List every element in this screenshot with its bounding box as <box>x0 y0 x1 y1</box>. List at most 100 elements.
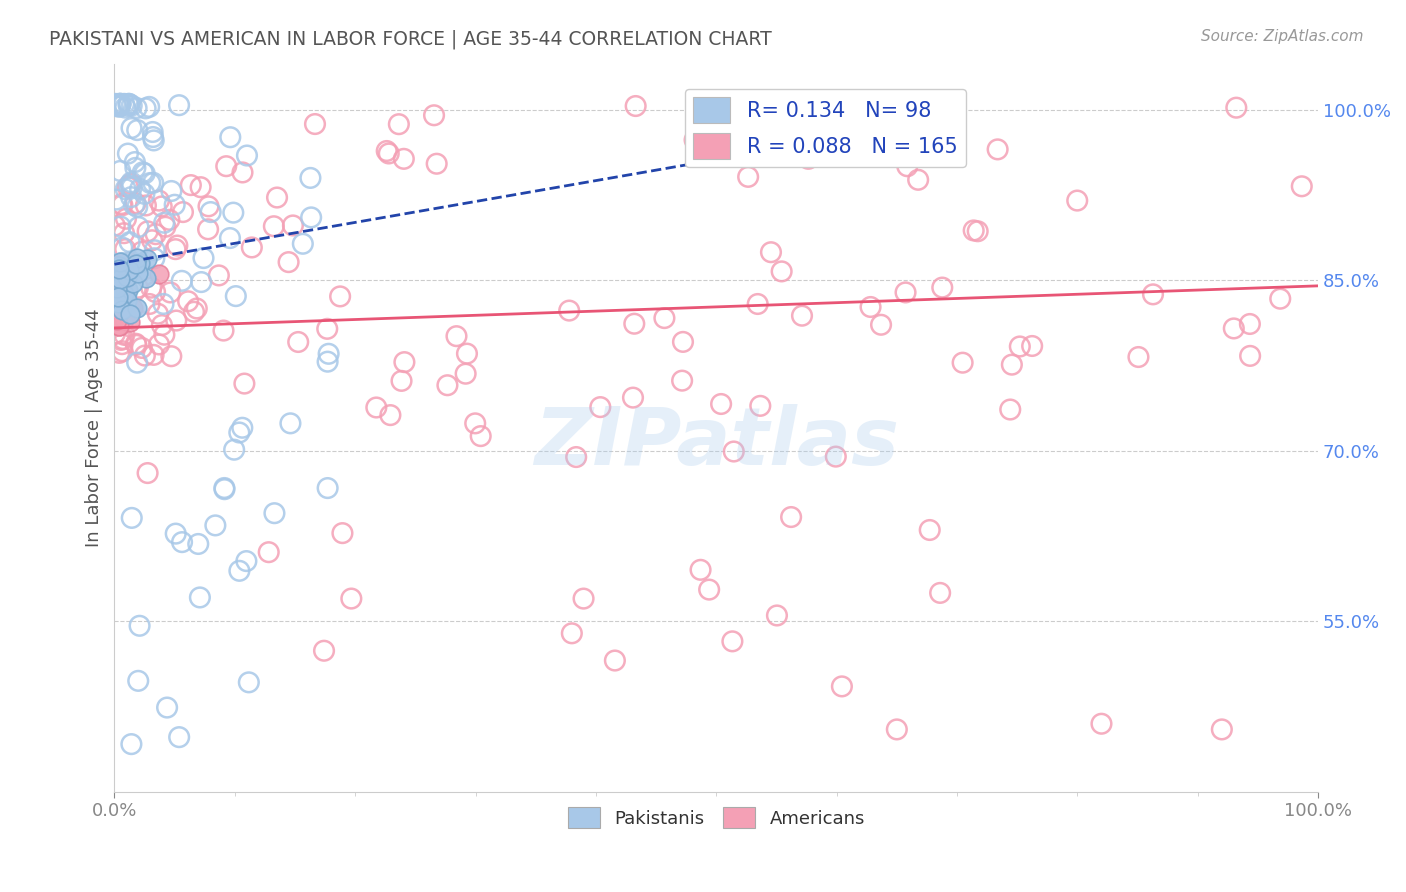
Point <box>150 318 173 332</box>
Point <box>934 127 956 141</box>
Point <box>257 545 280 559</box>
Point <box>114 242 136 256</box>
Point <box>138 100 160 114</box>
Point <box>697 582 720 597</box>
Point <box>110 164 132 178</box>
Point <box>118 263 141 277</box>
Point <box>120 190 142 204</box>
Point <box>167 98 190 112</box>
Point <box>894 285 917 300</box>
Point <box>815 107 838 121</box>
Point <box>108 271 131 285</box>
Point <box>122 301 145 315</box>
Point <box>197 222 219 236</box>
Point <box>672 334 695 349</box>
Point <box>208 268 231 283</box>
Point <box>464 417 486 431</box>
Point <box>141 233 163 247</box>
Point <box>153 327 176 342</box>
Point <box>167 730 190 744</box>
Point <box>898 136 921 150</box>
Point <box>107 313 129 327</box>
Point <box>931 280 953 294</box>
Point <box>869 136 891 151</box>
Point <box>128 619 150 633</box>
Point <box>180 178 202 193</box>
Point <box>112 327 135 342</box>
Point <box>896 159 918 173</box>
Point <box>1239 317 1261 331</box>
Point <box>797 152 820 166</box>
Point <box>135 271 157 285</box>
Point <box>107 96 129 111</box>
Point <box>127 123 149 137</box>
Point <box>689 563 711 577</box>
Point <box>316 322 339 336</box>
Point <box>277 255 299 269</box>
Point <box>128 256 150 270</box>
Point <box>824 450 846 464</box>
Point <box>127 673 149 688</box>
Point <box>145 227 167 241</box>
Point <box>129 182 152 196</box>
Point <box>111 256 134 270</box>
Point <box>127 281 149 295</box>
Point <box>281 219 304 233</box>
Point <box>114 283 136 297</box>
Point <box>120 177 142 191</box>
Point <box>160 184 183 198</box>
Point <box>238 675 260 690</box>
Point <box>155 219 177 234</box>
Point <box>1211 723 1233 737</box>
Point <box>121 276 143 290</box>
Point <box>124 155 146 169</box>
Point <box>115 269 138 284</box>
Point <box>589 400 612 414</box>
Point <box>163 198 186 212</box>
Point <box>117 260 139 275</box>
Point <box>111 303 134 318</box>
Point <box>436 378 458 392</box>
Point <box>375 144 398 158</box>
Point <box>120 304 142 318</box>
Point <box>231 165 253 179</box>
Point <box>112 311 135 326</box>
Point <box>214 481 236 495</box>
Point <box>108 319 131 334</box>
Point <box>831 679 853 693</box>
Point <box>112 96 135 111</box>
Point <box>749 399 772 413</box>
Point <box>190 180 212 194</box>
Point <box>454 367 477 381</box>
Point <box>108 99 131 113</box>
Point <box>121 262 143 277</box>
Point <box>111 344 134 359</box>
Point <box>110 219 132 234</box>
Point <box>136 466 159 480</box>
Point <box>104 266 127 280</box>
Point <box>470 429 492 443</box>
Point <box>112 262 135 277</box>
Point <box>112 226 135 240</box>
Point <box>932 124 955 138</box>
Point <box>228 564 250 578</box>
Point <box>107 265 129 279</box>
Point <box>121 180 143 194</box>
Point <box>114 267 136 281</box>
Point <box>127 301 149 316</box>
Point <box>118 307 141 321</box>
Point <box>426 157 449 171</box>
Point <box>110 333 132 347</box>
Point <box>224 442 246 457</box>
Point <box>136 252 159 266</box>
Point <box>146 307 169 321</box>
Legend: Pakistanis, Americans: Pakistanis, Americans <box>561 800 872 835</box>
Point <box>110 272 132 286</box>
Point <box>391 374 413 388</box>
Point <box>159 285 181 300</box>
Point <box>340 591 363 606</box>
Point <box>115 282 138 296</box>
Point <box>120 737 142 751</box>
Point <box>966 224 988 238</box>
Point <box>115 293 138 307</box>
